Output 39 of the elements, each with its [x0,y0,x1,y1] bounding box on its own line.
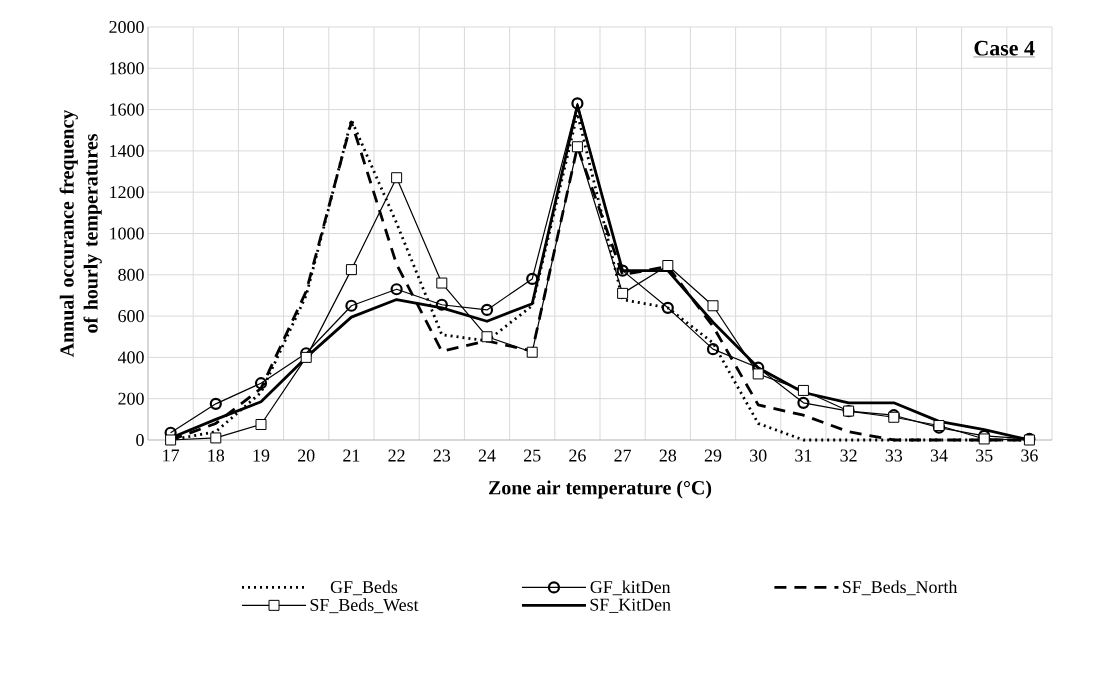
x-tick-label: 22 [388,449,405,462]
legend-label: GF_kitDen [590,580,671,596]
legend-label: GF_Beds [330,580,398,596]
x-tick-label: 34 [930,449,948,462]
x-tick-label: 24 [478,449,496,462]
x-tick-label: 32 [840,449,857,462]
y-axis-title: Annual occurance frequency of hourly temperatures [59,109,102,358]
y-tick-label: 1800 [110,62,144,75]
legend-label: SF_Beds_West [310,598,419,614]
y-tick-label: 1600 [110,103,144,116]
y-tick-label: 1200 [110,186,144,199]
annotation: Case 4 [974,40,1035,56]
x-tick-label: 28 [659,449,677,462]
legend-label: SF_KitDen [590,598,671,613]
y-tick-label: 0 [136,433,144,447]
x-tick-label: 17 [163,449,180,462]
legend-label: SF_Beds_North [843,580,958,596]
y-tick-label: 600 [118,310,144,323]
x-tick-label: 20 [298,449,315,462]
x-tick-label: 27 [614,449,632,462]
x-tick-label: 21 [343,449,360,462]
x-tick-label: 30 [750,449,767,462]
y-tick-label: 200 [118,392,144,405]
x-tick-label: 25 [524,449,541,462]
x-tick-label: 18 [208,449,225,462]
x-tick-label: 31 [795,449,812,462]
x-tick-label: 35 [976,449,993,462]
y-tick-label: 1000 [110,227,144,240]
y-tick-label: 1400 [110,144,144,157]
x-axis-title: Zone air temperature (°C) [488,480,712,499]
y-tick-label: 800 [118,268,144,281]
y-tick-label: 400 [117,351,144,364]
x-tick-label: 19 [253,449,270,462]
x-tick-label: 29 [704,449,722,462]
x-tick-label: 26 [569,449,586,462]
x-tick-label: 36 [1021,449,1038,462]
x-tick-label: 33 [885,449,903,462]
x-tick-label: 23 [433,449,451,462]
y-tick-label: 2000 [109,20,144,34]
